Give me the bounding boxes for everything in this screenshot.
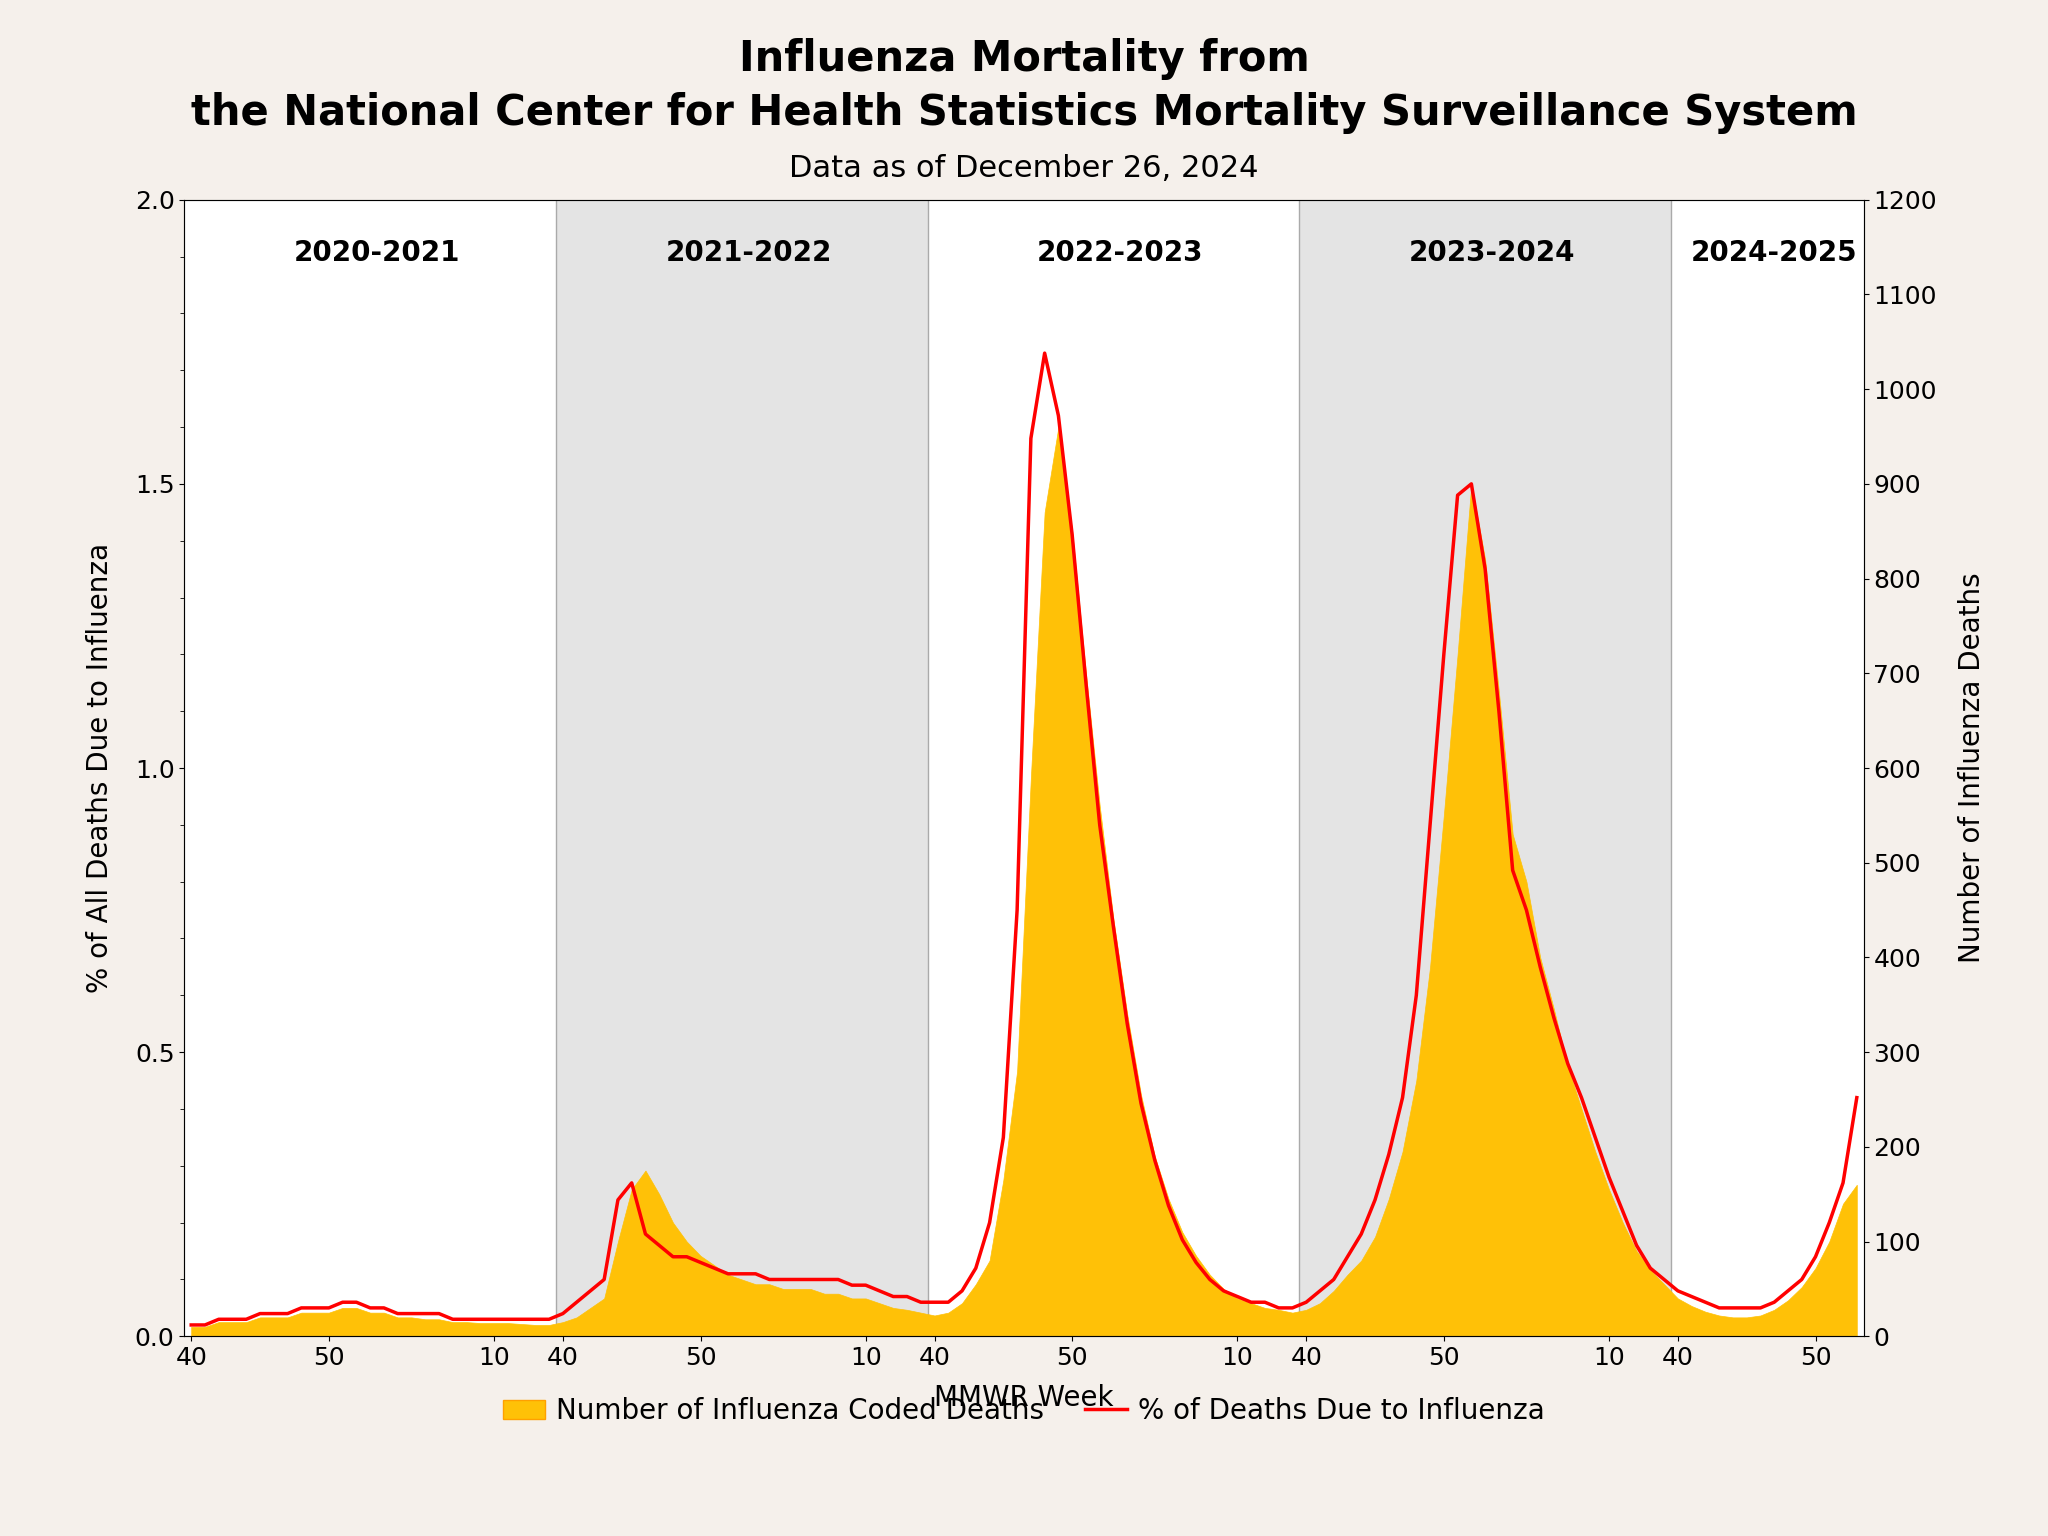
Text: Influenza Mortality from: Influenza Mortality from	[739, 38, 1309, 80]
Bar	[1298, 200, 1671, 1336]
Text: 2024-2025: 2024-2025	[1692, 240, 1858, 267]
Text: the National Center for Health Statistics Mortality Surveillance System: the National Center for Health Statistic…	[190, 92, 1858, 134]
Y-axis label: % of All Deaths Due to Influenza: % of All Deaths Due to Influenza	[86, 542, 115, 994]
Legend: Number of Influenza Coded Deaths, % of Deaths Due to Influenza: Number of Influenza Coded Deaths, % of D…	[492, 1385, 1556, 1436]
Text: 2023-2024: 2023-2024	[1409, 240, 1575, 267]
Bar	[555, 200, 928, 1336]
Text: 2021-2022: 2021-2022	[666, 240, 831, 267]
Text: Data as of December 26, 2024: Data as of December 26, 2024	[788, 154, 1260, 183]
X-axis label: MMWR Week: MMWR Week	[934, 1384, 1114, 1412]
Y-axis label: Number of Influenza Deaths: Number of Influenza Deaths	[1958, 573, 1987, 963]
Text: 2022-2023: 2022-2023	[1036, 240, 1204, 267]
Text: 2020-2021: 2020-2021	[293, 240, 461, 267]
